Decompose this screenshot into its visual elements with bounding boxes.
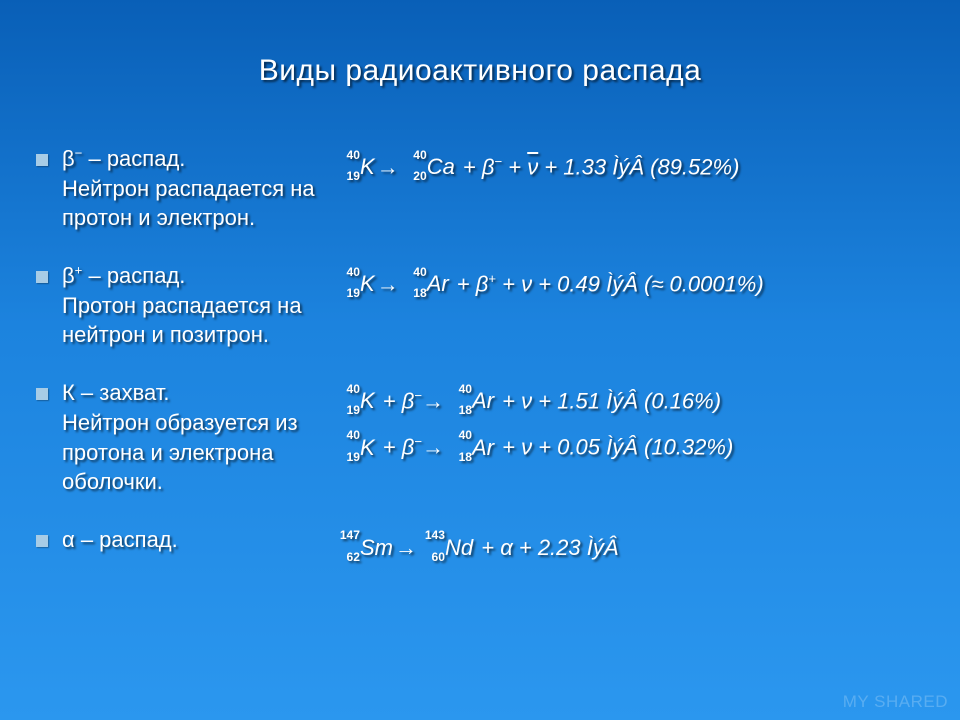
item-description-col: К – захват.Нейтрон образуется из протона…	[36, 378, 332, 497]
item-description-col: β− – распад.Нейтрон распадается на прото…	[36, 144, 332, 233]
watermark: MY SHARED	[843, 692, 948, 712]
item-formula: 14762Sm→14360Nd + α + 2.23 ÌýÂ	[332, 525, 924, 561]
list-item: β− – распад.Нейтрон распадается на прото…	[36, 144, 924, 233]
page-title: Виды радиоактивного распада	[36, 54, 924, 88]
item-description: β− – распад.Нейтрон распадается на прото…	[62, 144, 332, 233]
content-rows: β− – распад.Нейтрон распадается на прото…	[36, 144, 924, 561]
item-formula: 4019K + β−→4018Ar + ν + 1.51 ÌýÂ (0.16%)…	[332, 378, 924, 461]
item-description: К – захват.Нейтрон образуется из протона…	[62, 378, 332, 497]
list-item: β+ – распад.Протон распадается на нейтро…	[36, 261, 924, 350]
list-item: α – распад. 14762Sm→14360Nd + α + 2.23 Ìý…	[36, 525, 924, 561]
list-item: К – захват.Нейтрон образуется из протона…	[36, 378, 924, 497]
bullet-icon	[36, 154, 48, 166]
item-description-col: β+ – распад.Протон распадается на нейтро…	[36, 261, 332, 350]
item-description: α – распад.	[62, 525, 178, 555]
slide: Виды радиоактивного распада β− – распад.…	[0, 0, 960, 720]
item-description: β+ – распад.Протон распадается на нейтро…	[62, 261, 332, 350]
item-description-col: α – распад.	[36, 525, 332, 555]
bullet-icon	[36, 271, 48, 283]
bullet-icon	[36, 388, 48, 400]
item-formula: 4019K→4018Ar + β+ + ν + 0.49 ÌýÂ (≈ 0.00…	[332, 261, 924, 297]
bullet-icon	[36, 535, 48, 547]
item-formula: 4019K→4020Ca + β− + ν + 1.33 ÌýÂ (89.52%…	[332, 144, 924, 180]
